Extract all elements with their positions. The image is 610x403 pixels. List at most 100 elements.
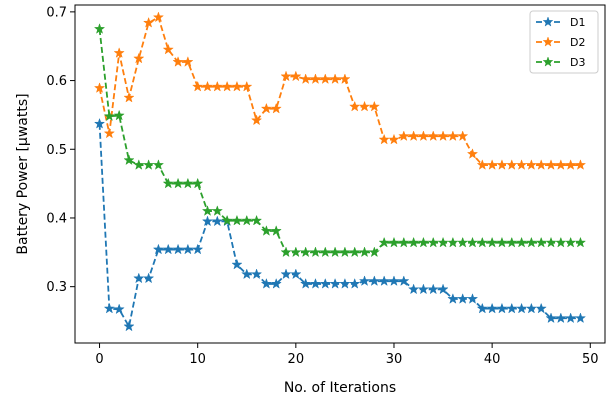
- x-axis-title: No. of Iterations: [284, 380, 396, 396]
- data-point-d2: [427, 130, 439, 142]
- data-point-d3: [457, 236, 469, 248]
- data-point-d1: [545, 312, 557, 324]
- legend-marker-d3: [542, 56, 554, 67]
- data-point-d2: [407, 130, 420, 142]
- data-point-d3: [221, 214, 233, 226]
- data-point-d3: [535, 236, 547, 248]
- data-point-d1: [192, 243, 204, 255]
- data-point-d1: [93, 117, 106, 129]
- legend-box: [529, 10, 599, 74]
- data-point-d1: [476, 302, 488, 314]
- data-point-d1: [535, 302, 547, 314]
- data-point-d2: [231, 80, 243, 92]
- data-point-d2: [476, 159, 488, 170]
- data-point-d1: [231, 258, 243, 270]
- data-point-d3: [496, 236, 508, 248]
- data-point-d2: [319, 73, 331, 85]
- data-point-d3: [388, 236, 400, 248]
- data-point-d3: [545, 236, 557, 248]
- data-point-d1: [270, 277, 282, 289]
- series-line-d2: [98, 16, 581, 166]
- data-point-d2: [466, 148, 479, 159]
- data-point-d1: [407, 283, 420, 295]
- data-point-d3: [368, 246, 381, 258]
- data-point-d1: [152, 243, 165, 255]
- data-point-d3: [476, 236, 488, 248]
- x-tick-label: 40: [484, 352, 501, 367]
- data-point-d1: [515, 302, 528, 314]
- data-point-d3: [192, 177, 204, 189]
- data-point-d2: [506, 159, 518, 170]
- data-point-d2: [545, 159, 557, 170]
- data-point-d3: [123, 154, 135, 166]
- data-point-d2: [555, 159, 567, 170]
- data-point-d3: [515, 236, 528, 248]
- data-point-d3: [142, 159, 155, 170]
- data-point-d1: [466, 293, 479, 304]
- data-point-d3: [182, 177, 194, 189]
- data-point-d2: [447, 130, 459, 142]
- data-point-d2: [496, 159, 508, 170]
- data-point-d3: [574, 236, 587, 248]
- data-point-d3: [290, 246, 302, 258]
- legend-label-d3: D3: [570, 56, 585, 69]
- data-point-d3: [299, 246, 312, 258]
- data-point-d2: [515, 159, 528, 170]
- data-point-d2: [250, 114, 263, 126]
- data-point-d2: [93, 82, 106, 93]
- data-point-d1: [123, 320, 135, 332]
- data-point-d3: [201, 205, 214, 216]
- legend: D1 D2 D3: [529, 10, 599, 74]
- data-point-d2: [309, 73, 322, 85]
- data-point-d3: [162, 177, 174, 189]
- data-point-d2: [564, 159, 577, 170]
- data-point-d1: [388, 275, 400, 286]
- data-point-d2: [525, 159, 538, 170]
- data-point-d2: [398, 130, 410, 142]
- data-point-d3: [447, 236, 459, 248]
- data-point-d1: [309, 277, 322, 289]
- data-point-d1: [496, 302, 508, 314]
- data-point-d2: [486, 159, 498, 170]
- data-point-d1: [427, 283, 439, 295]
- data-point-d2: [103, 127, 116, 139]
- x-tick-label: 30: [386, 352, 403, 367]
- data-point-d3: [113, 109, 125, 121]
- data-point-d3: [103, 110, 116, 122]
- data-point-d3: [250, 214, 263, 226]
- data-point-d1: [555, 312, 567, 324]
- data-point-d2: [329, 73, 341, 85]
- data-point-d1: [457, 293, 469, 304]
- data-point-d1: [113, 303, 125, 315]
- data-point-d2: [349, 100, 361, 112]
- data-point-d2: [299, 73, 312, 85]
- data-point-d2: [574, 159, 587, 170]
- data-point-d3: [564, 236, 577, 248]
- data-point-d2: [388, 133, 400, 145]
- legend-label-d2: D2: [570, 36, 585, 49]
- data-point-d3: [93, 23, 106, 34]
- x-tick-label: 10: [189, 352, 206, 367]
- data-point-d1: [368, 275, 381, 286]
- data-point-d2: [113, 47, 125, 58]
- data-point-d3: [339, 246, 351, 258]
- data-point-d2: [417, 130, 430, 142]
- data-point-d2: [241, 80, 253, 92]
- data-point-d3: [555, 236, 567, 248]
- plot-frame: [74, 4, 606, 344]
- data-point-d2: [535, 159, 547, 170]
- data-point-d1: [437, 283, 449, 295]
- data-point-d2: [221, 80, 233, 92]
- data-point-d1: [574, 312, 587, 324]
- series-line-d3: [98, 28, 581, 254]
- data-point-d2: [368, 100, 381, 112]
- x-tick-label: 50: [582, 352, 599, 367]
- data-point-d3: [152, 159, 165, 170]
- data-point-d1: [417, 283, 430, 295]
- data-point-d3: [525, 236, 538, 248]
- data-point-d3: [407, 236, 420, 248]
- data-point-d1: [182, 243, 194, 255]
- data-point-d1: [378, 275, 390, 286]
- data-point-d1: [486, 302, 498, 314]
- data-point-d3: [398, 236, 410, 248]
